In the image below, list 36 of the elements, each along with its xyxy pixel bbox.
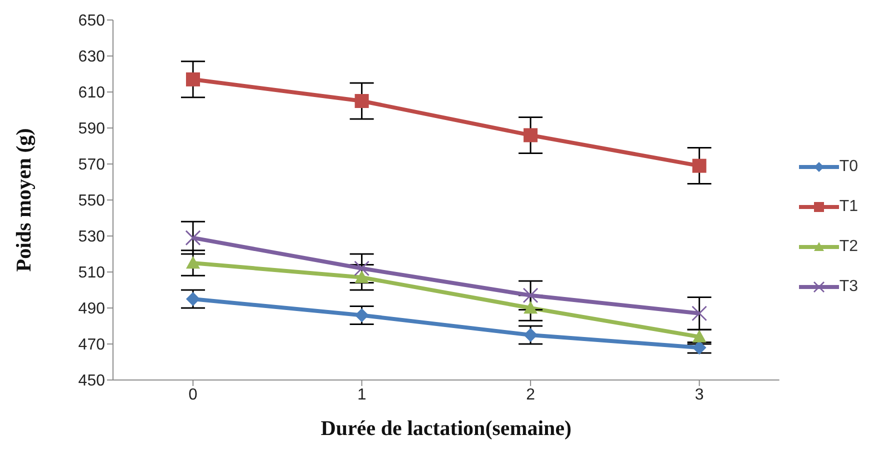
y-tick-label: 550 bbox=[78, 192, 106, 210]
legend-label: T1 bbox=[839, 198, 858, 216]
point bbox=[354, 270, 369, 283]
y-tick-label: 650 bbox=[78, 12, 106, 30]
point bbox=[522, 288, 538, 304]
y-tick-label: 570 bbox=[78, 156, 106, 174]
point bbox=[186, 256, 200, 269]
x-tick-label: 1 bbox=[357, 386, 366, 404]
y-tick-label: 610 bbox=[78, 84, 106, 102]
point bbox=[186, 292, 200, 306]
legend-label: T3 bbox=[839, 278, 858, 296]
y-tick-label: 470 bbox=[78, 336, 106, 354]
y-tick-label: 590 bbox=[78, 120, 106, 138]
y-tick-label: 510 bbox=[78, 264, 106, 282]
point bbox=[692, 340, 706, 355]
y-tick-label: 530 bbox=[78, 228, 106, 246]
y-tick-label: 450 bbox=[78, 372, 106, 390]
y-axis-title: Poids moyen (g) bbox=[11, 128, 36, 272]
point bbox=[524, 128, 538, 142]
point bbox=[354, 308, 369, 322]
point bbox=[185, 230, 201, 246]
legend-label: T2 bbox=[839, 238, 858, 256]
point bbox=[354, 94, 369, 108]
x-tick-label: 3 bbox=[694, 386, 704, 404]
legend-label: T0 bbox=[839, 158, 858, 176]
x-axis-title: Durée de lactation(semaine) bbox=[320, 416, 572, 440]
x-tick-label: 0 bbox=[188, 386, 198, 404]
point bbox=[354, 260, 370, 276]
point bbox=[692, 158, 706, 173]
y-tick-label: 490 bbox=[78, 300, 106, 318]
point bbox=[186, 72, 200, 86]
point bbox=[692, 306, 708, 322]
point bbox=[524, 328, 538, 342]
x-tick-label: 2 bbox=[526, 386, 536, 404]
point bbox=[524, 301, 538, 314]
y-tick-label: 630 bbox=[78, 48, 106, 66]
